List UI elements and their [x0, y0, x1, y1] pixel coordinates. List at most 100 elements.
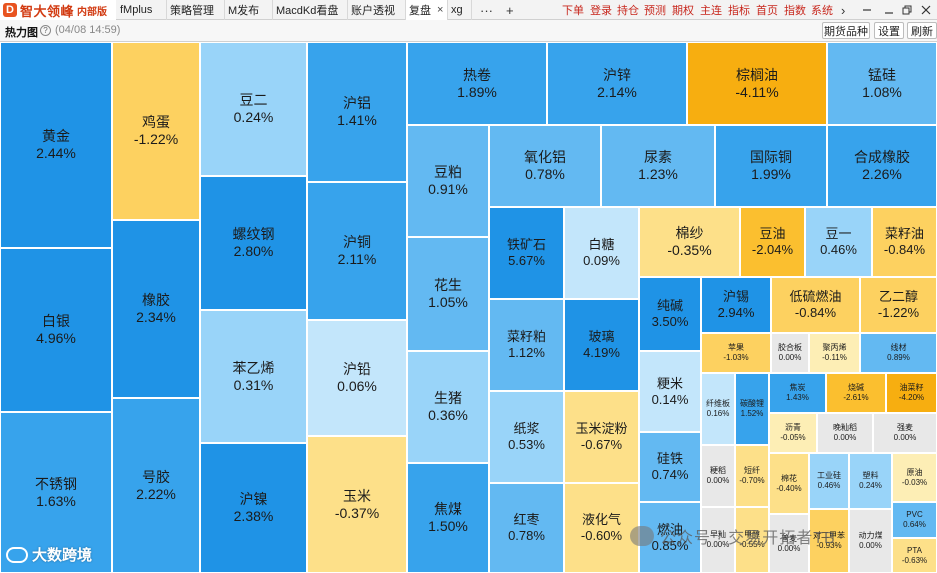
menu-order[interactable]: 下单 [562, 5, 584, 17]
heatmap-tile[interactable]: 菜籽油 -0.84% [872, 207, 937, 277]
heatmap-tile[interactable]: 豆二 0.24% [200, 42, 307, 176]
menu-system[interactable]: 系统 [811, 5, 833, 17]
heatmap-tile[interactable]: 碳酸锂 1.52% [735, 373, 769, 445]
heatmap-tile[interactable]: 纸浆 0.53% [489, 391, 564, 483]
refresh-button[interactable]: 刷新 [907, 22, 937, 39]
heatmap-tile[interactable]: 甲醇 -0.55% [735, 507, 769, 573]
close-window-icon[interactable] [916, 0, 936, 20]
heatmap-tile[interactable]: 焦煤 1.50% [407, 463, 489, 573]
heatmap-tile[interactable]: 热卷 1.89% [407, 42, 547, 125]
heatmap-tile[interactable]: 棉纱 -0.35% [639, 207, 740, 277]
heatmap-tile[interactable]: 豆油 -2.04% [740, 207, 805, 277]
heatmap-tile[interactable]: 沪铅 0.06% [307, 320, 407, 436]
heatmap-tile[interactable]: 铁矿石 5.67% [489, 207, 564, 299]
heatmap-tile[interactable]: PTA -0.63% [892, 538, 937, 573]
heatmap-tile[interactable]: 沪锡 2.94% [701, 277, 771, 333]
heatmap-tile[interactable]: 玉米 -0.37% [307, 436, 407, 573]
tab-review[interactable]: 复盘 × [406, 0, 448, 20]
heatmap-tile[interactable]: 豆粕 0.91% [407, 125, 489, 237]
heatmap-tile[interactable]: 油菜籽 -4.20% [886, 373, 937, 413]
heatmap-tile[interactable]: 尿素 1.23% [601, 125, 715, 207]
heatmap-tile[interactable]: 沪锌 2.14% [547, 42, 687, 125]
chevron-right-icon[interactable]: › [841, 2, 846, 18]
heatmap-tile[interactable]: 螺纹钢 2.80% [200, 176, 307, 310]
heatmap-tile[interactable]: 号胶 2.22% [112, 398, 200, 573]
heatmap-tile[interactable]: 白糖 0.09% [564, 207, 639, 299]
tab-overflow-icon[interactable]: ··· [480, 2, 493, 18]
heatmap-tile[interactable]: 红枣 0.78% [489, 483, 564, 573]
tab-xg[interactable]: xg [448, 0, 472, 20]
heatmap-tile[interactable]: 棕榈油 -4.11% [687, 42, 827, 125]
heatmap-tile[interactable]: 原油 -0.03% [892, 453, 937, 502]
heatmap-tile[interactable]: 低硫燃油 -0.84% [771, 277, 860, 333]
heatmap-tile[interactable]: 粳米 0.14% [639, 351, 701, 432]
tile-change: -0.35% [667, 242, 712, 258]
heatmap-tile[interactable]: 工业硅 0.46% [809, 453, 849, 509]
menu-login[interactable]: 登录 [590, 5, 612, 17]
heatmap-tile[interactable]: 黄金 2.44% [0, 42, 112, 248]
heatmap-tile[interactable]: 聚丙烯 -0.11% [809, 333, 860, 373]
heatmap-tile[interactable]: 苹果 -1.03% [701, 333, 771, 373]
heatmap-tile[interactable]: 乙二醇 -1.22% [860, 277, 937, 333]
menu-forecast[interactable]: 预测 [644, 5, 666, 17]
heatmap-tile[interactable]: 不锈钢 1.63% [0, 412, 112, 573]
tab-label: MacdKd看盘 [276, 5, 339, 17]
minimize-icon[interactable] [857, 0, 877, 20]
heatmap-tile[interactable]: 生猪 0.36% [407, 351, 489, 463]
minimize-window-icon[interactable] [879, 0, 899, 20]
menu-index[interactable]: 指数 [784, 5, 806, 17]
tab-mpublish[interactable]: M发布 [225, 0, 273, 20]
heatmap-tile[interactable]: 烧碱 -2.61% [826, 373, 886, 413]
heatmap-tile[interactable]: 硅铁 0.74% [639, 432, 701, 502]
heatmap-tile[interactable]: 氧化铝 0.78% [489, 125, 601, 207]
heatmap-tile[interactable]: 沥青 -0.05% [769, 413, 817, 453]
heatmap-tile[interactable]: 菜籽粕 1.12% [489, 299, 564, 391]
heatmap-tile[interactable]: 合成橡胶 2.26% [827, 125, 937, 207]
heatmap-tile[interactable]: 焦炭 1.43% [769, 373, 826, 413]
add-tab-icon[interactable]: + [506, 2, 514, 18]
help-icon[interactable]: ? [40, 25, 51, 36]
heatmap-tile[interactable]: 鸡蛋 -1.22% [112, 42, 200, 220]
heatmap-tile[interactable]: 棉花 -0.40% [769, 453, 809, 514]
heatmap-tile[interactable]: 纯碱 3.50% [639, 277, 701, 351]
heatmap-tile[interactable]: 短纤 -0.70% [735, 445, 769, 507]
heatmap-tile[interactable]: 纤维板 0.16% [701, 373, 735, 445]
heatmap-tile[interactable]: 苯乙烯 0.31% [200, 310, 307, 443]
tab-macdkd[interactable]: MacdKd看盘 [273, 0, 348, 20]
heatmap-tile[interactable]: 普麦 0.00% [769, 514, 809, 573]
heatmap-tile[interactable]: 液化气 -0.60% [564, 483, 639, 573]
tab-account[interactable]: 账户透视 [348, 0, 406, 20]
heatmap-tile[interactable]: 玉米淀粉 -0.67% [564, 391, 639, 483]
heatmap-tile[interactable]: 强麦 0.00% [873, 413, 937, 453]
menu-indicators[interactable]: 指标 [728, 5, 750, 17]
heatmap-tile[interactable]: 沪铝 1.41% [307, 42, 407, 182]
heatmap-tile[interactable]: PVC 0.64% [892, 502, 937, 538]
settings-button[interactable]: 设置 [874, 22, 904, 39]
heatmap-tile[interactable]: 胶合板 0.00% [771, 333, 809, 373]
menu-home[interactable]: 首页 [756, 5, 778, 17]
heatmap-tile[interactable]: 晚籼稻 0.00% [817, 413, 873, 453]
heatmap-tile[interactable]: 线材 0.89% [860, 333, 937, 373]
heatmap-tile[interactable]: 玻璃 4.19% [564, 299, 639, 391]
restore-icon[interactable] [897, 0, 917, 20]
heatmap-tile[interactable]: 对二甲苯 -0.93% [809, 509, 849, 573]
menu-position[interactable]: 持仓 [617, 5, 639, 17]
heatmap-tile[interactable]: 豆一 0.46% [805, 207, 872, 277]
tile-name: 碳酸锂 [740, 399, 764, 409]
tab-strategy[interactable]: 策略管理 [167, 0, 225, 20]
heatmap-tile[interactable]: 塑料 0.24% [849, 453, 892, 509]
heatmap-tile[interactable]: 花生 1.05% [407, 237, 489, 351]
heatmap-tile[interactable]: 国际铜 1.99% [715, 125, 827, 207]
heatmap-tile[interactable]: 橡胶 2.34% [112, 220, 200, 398]
heatmap-tile[interactable]: 粳稻 0.00% [701, 445, 735, 507]
tab-fmplus[interactable]: fMplus [117, 0, 167, 20]
heatmap-tile[interactable]: 锰硅 1.08% [827, 42, 937, 125]
menu-options[interactable]: 期权 [672, 5, 694, 17]
close-icon[interactable]: × [437, 4, 444, 16]
heatmap-tile[interactable]: 沪镍 2.38% [200, 443, 307, 573]
heatmap-tile[interactable]: 沪铜 2.11% [307, 182, 407, 320]
menu-main-contract[interactable]: 主连 [700, 5, 722, 17]
futures-type-button[interactable]: 期货品种 [822, 22, 870, 39]
heatmap-tile[interactable]: 动力煤 0.00% [849, 509, 892, 573]
heatmap-tile[interactable]: 白银 4.96% [0, 248, 112, 412]
